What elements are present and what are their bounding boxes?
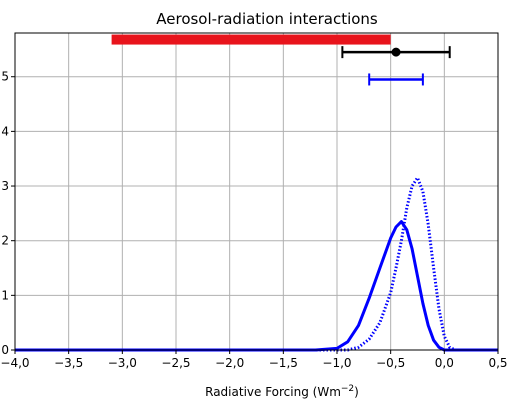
y-tick-label: 2 [1, 234, 9, 248]
plot-frame [14, 32, 499, 351]
x-tick-label: −4,0 [0, 356, 29, 370]
y-tick-label: 4 [1, 124, 9, 138]
x-axis-label-superscript: −2 [341, 384, 354, 394]
x-tick-label: −2,5 [161, 356, 190, 370]
red-range-bar [111, 34, 391, 45]
error-bars [341, 46, 451, 86]
grid [14, 33, 499, 351]
y-tick-label: 1 [1, 288, 9, 302]
solid-series-line [15, 220, 498, 352]
axis-ticks: −4,0 −3,5 −3,0 −2,5 −2,0 −1,5 −1,0 −0,5 0,0 0,5 0 1… [0, 70, 507, 370]
x-tick-label: 0,0 [435, 356, 454, 370]
x-axis-label: Radiative Forcing (Wm−2) [205, 384, 359, 399]
x-axis-label-close: ) [354, 385, 359, 399]
x-tick-label: −1,5 [269, 356, 298, 370]
error-bar-center-dot [391, 47, 401, 57]
dotted-series-line [15, 176, 498, 352]
y-tick-label: 5 [1, 70, 9, 84]
y-tick-label: 0 [1, 343, 9, 357]
x-tick-label: −1,0 [322, 356, 351, 370]
chart-title: Aerosol-radiation interactions [156, 10, 378, 28]
x-tick-label: −3,5 [54, 356, 83, 370]
x-tick-label: −0,5 [376, 356, 405, 370]
x-tick-label: −3,0 [108, 356, 137, 370]
series-layer [15, 176, 498, 352]
x-tick-label: 0,5 [488, 356, 507, 370]
x-tick-label: −2,0 [215, 356, 244, 370]
range-bar-layer [111, 34, 391, 45]
x-axis-label-text: Radiative Forcing (Wm [205, 385, 341, 399]
y-tick-label: 3 [1, 179, 9, 193]
